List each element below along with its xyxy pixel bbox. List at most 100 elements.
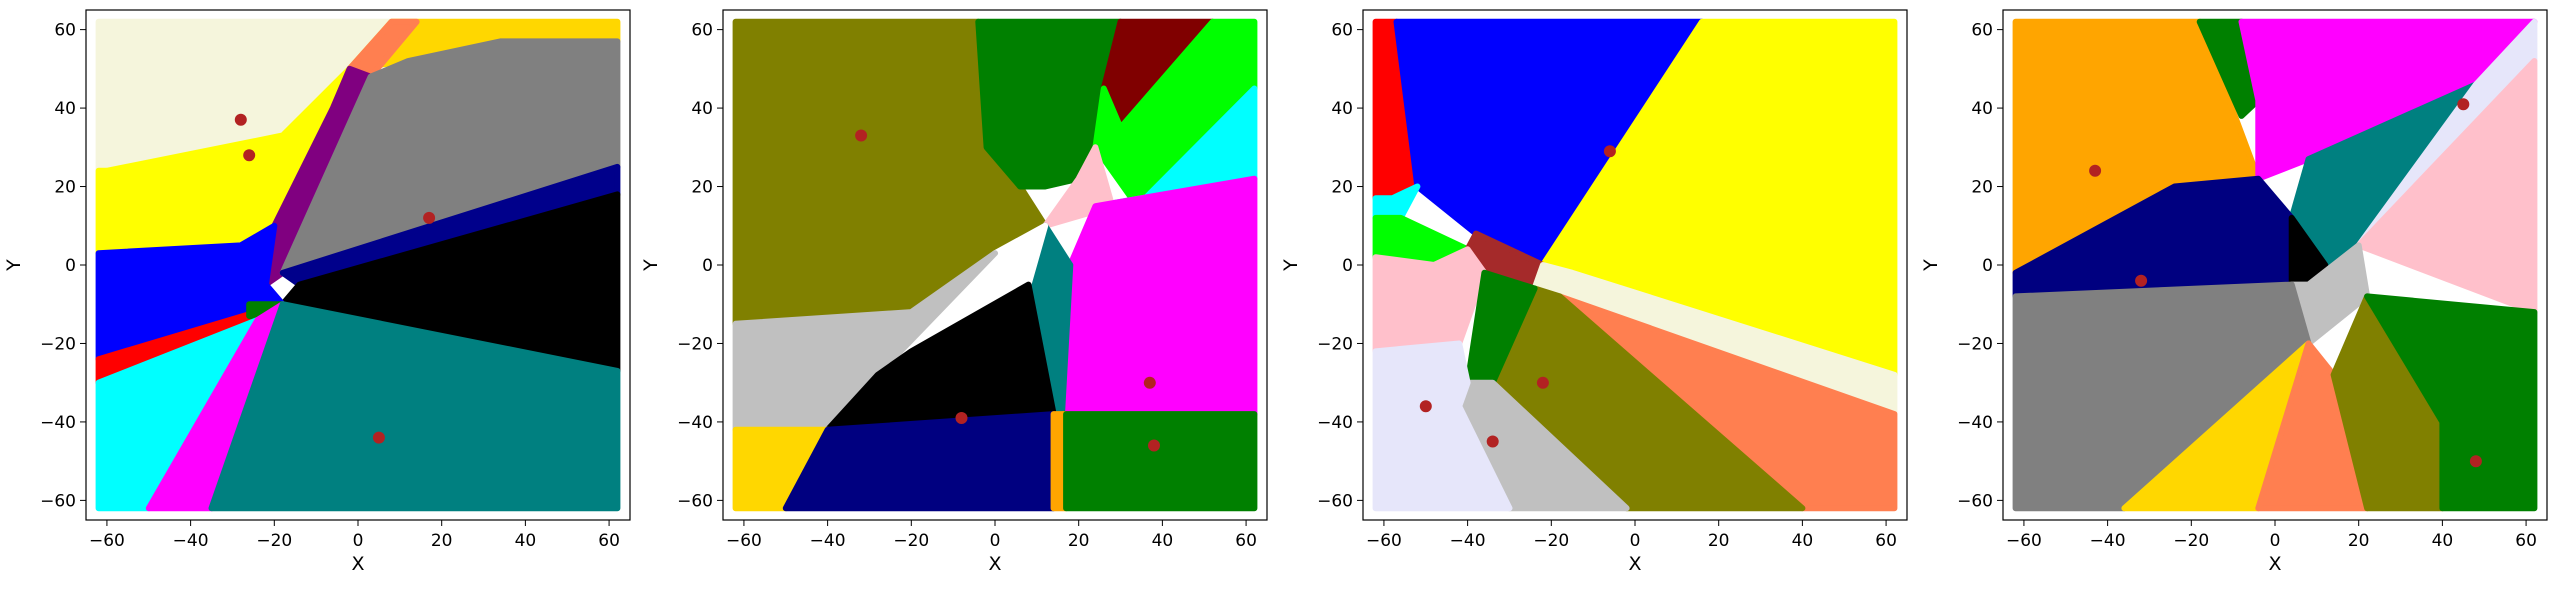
plot-area bbox=[2012, 18, 2538, 512]
y-tick-label: 60 bbox=[54, 21, 76, 41]
cluster-center-3 bbox=[1143, 376, 1156, 389]
y-tick-label: 20 bbox=[54, 178, 76, 198]
x-axis-label: X bbox=[1628, 553, 1641, 575]
y-tick-label: −40 bbox=[1317, 413, 1353, 433]
x-tick-label: −40 bbox=[810, 531, 846, 551]
y-tick-label: 0 bbox=[65, 256, 76, 276]
x-tick-label: 0 bbox=[353, 531, 364, 551]
cluster-center-3 bbox=[2457, 98, 2470, 111]
y-tick-label: 0 bbox=[1982, 256, 1993, 276]
y-tick-label: −20 bbox=[40, 334, 76, 354]
cluster-region-13 bbox=[1372, 340, 1513, 512]
y-tick-label: −40 bbox=[1957, 413, 1993, 433]
y-tick-label: 60 bbox=[1331, 21, 1353, 41]
x-tick-label: 60 bbox=[598, 531, 620, 551]
y-tick-label: 60 bbox=[1971, 21, 1993, 41]
cluster-center-3 bbox=[1486, 435, 1499, 448]
x-tick-label: 20 bbox=[431, 531, 453, 551]
x-tick-label: 20 bbox=[1068, 531, 1090, 551]
x-tick-label: 0 bbox=[2270, 531, 2281, 551]
x-tick-label: −60 bbox=[89, 531, 125, 551]
x-tick-label: 0 bbox=[1630, 531, 1641, 551]
x-axis-label: X bbox=[988, 553, 1001, 575]
x-tick-label: −20 bbox=[1533, 531, 1569, 551]
x-tick-label: 20 bbox=[1708, 531, 1730, 551]
cluster-region-11 bbox=[824, 281, 1057, 433]
y-tick-label: 20 bbox=[1331, 178, 1353, 198]
x-tick-label: −20 bbox=[893, 531, 929, 551]
x-tick-label: 0 bbox=[990, 531, 1001, 551]
cluster-center-2 bbox=[955, 412, 968, 424]
y-axis-label: Y bbox=[640, 259, 662, 272]
y-tick-label: −20 bbox=[1957, 334, 1993, 354]
scatter-panel-3: −60 −40 −20 0 20 40 60 −60 −40 −20 0 20 40 60 X Y bbox=[1280, 9, 1908, 575]
cluster-region-4 bbox=[1092, 18, 1258, 210]
y-axis-label: Y bbox=[3, 259, 25, 272]
y-axis-label: Y bbox=[1920, 259, 1942, 272]
y-tick-label: −40 bbox=[677, 413, 713, 433]
cluster-region-7 bbox=[1372, 246, 1488, 355]
scatter-panel-1: −60 −40 −20 0 20 40 60 −60 −40 −20 0 20 40 60 X Y bbox=[3, 9, 631, 575]
x-axis-label: X bbox=[2268, 553, 2281, 575]
x-tick-label: 40 bbox=[1792, 531, 1814, 551]
cluster-center-1 bbox=[234, 113, 247, 126]
x-tick-label: 40 bbox=[2432, 531, 2454, 551]
y-tick-label: −40 bbox=[40, 413, 76, 433]
y-tick-label: −60 bbox=[40, 491, 76, 511]
scatter-panel-2: −60 −40 −20 0 20 40 60 −60 −40 −20 0 20 40 60 X Y bbox=[640, 9, 1268, 575]
cluster-center-3 bbox=[423, 211, 436, 224]
cluster-center-4 bbox=[372, 431, 385, 444]
cluster-center-4 bbox=[1148, 439, 1160, 452]
y-tick-label: 20 bbox=[691, 178, 713, 198]
cluster-center-4 bbox=[1536, 376, 1549, 389]
y-tick-label: −60 bbox=[1957, 491, 1993, 511]
y-tick-label: 40 bbox=[691, 99, 713, 119]
y-tick-label: −20 bbox=[677, 334, 713, 354]
x-tick-label: −20 bbox=[2173, 531, 2209, 551]
y-tick-label: −60 bbox=[1317, 491, 1353, 511]
cluster-region-14 bbox=[2364, 293, 2538, 512]
cluster-center-1 bbox=[855, 129, 868, 142]
cluster-region-6 bbox=[2355, 58, 2538, 316]
y-tick-label: 60 bbox=[691, 21, 713, 41]
cluster-region-4 bbox=[1372, 183, 1421, 221]
cluster-center-2 bbox=[243, 149, 256, 162]
y-tick-label: 40 bbox=[1331, 99, 1353, 119]
x-tick-label: −20 bbox=[256, 531, 292, 551]
cluster-center-1 bbox=[1603, 145, 1616, 158]
plot-area bbox=[732, 18, 1258, 512]
x-tick-label: −60 bbox=[1366, 531, 1402, 551]
y-tick-label: 40 bbox=[54, 99, 76, 119]
x-tick-label: 40 bbox=[515, 531, 537, 551]
plot-area bbox=[95, 18, 621, 512]
x-tick-label: −60 bbox=[2006, 531, 2042, 551]
x-tick-label: 20 bbox=[2348, 531, 2370, 551]
plot-area bbox=[1372, 18, 1898, 512]
y-axis-label: Y bbox=[1280, 259, 1302, 272]
cluster-region-14 bbox=[208, 301, 621, 512]
y-tick-label: 40 bbox=[1971, 99, 1993, 119]
cluster-center-1 bbox=[2089, 164, 2102, 177]
x-tick-label: 60 bbox=[2515, 531, 2537, 551]
cluster-center-2 bbox=[1419, 400, 1432, 413]
x-tick-label: −40 bbox=[173, 531, 209, 551]
y-tick-label: 0 bbox=[702, 256, 713, 276]
y-tick-label: 20 bbox=[1971, 178, 1993, 198]
y-tick-label: −60 bbox=[677, 491, 713, 511]
x-tick-label: −60 bbox=[726, 531, 762, 551]
y-tick-label: −20 bbox=[1317, 334, 1353, 354]
cluster-region-15 bbox=[1063, 411, 1258, 512]
cluster-region-13 bbox=[782, 411, 1057, 512]
x-tick-label: −40 bbox=[2090, 531, 2126, 551]
x-tick-label: 60 bbox=[1235, 531, 1257, 551]
cluster-region-7 bbox=[1059, 175, 1258, 418]
x-axis-label: X bbox=[351, 553, 364, 575]
x-tick-label: 40 bbox=[1152, 531, 1174, 551]
cluster-center-2 bbox=[2135, 274, 2148, 287]
scatter-panel-4: −60 −40 −20 0 20 40 60 −60 −40 −20 0 20 40 60 X Y bbox=[1920, 9, 2548, 575]
cluster-center-4 bbox=[2469, 455, 2482, 468]
x-tick-label: −40 bbox=[1450, 531, 1486, 551]
y-tick-label: 0 bbox=[1342, 256, 1353, 276]
x-tick-label: 60 bbox=[1875, 531, 1897, 551]
